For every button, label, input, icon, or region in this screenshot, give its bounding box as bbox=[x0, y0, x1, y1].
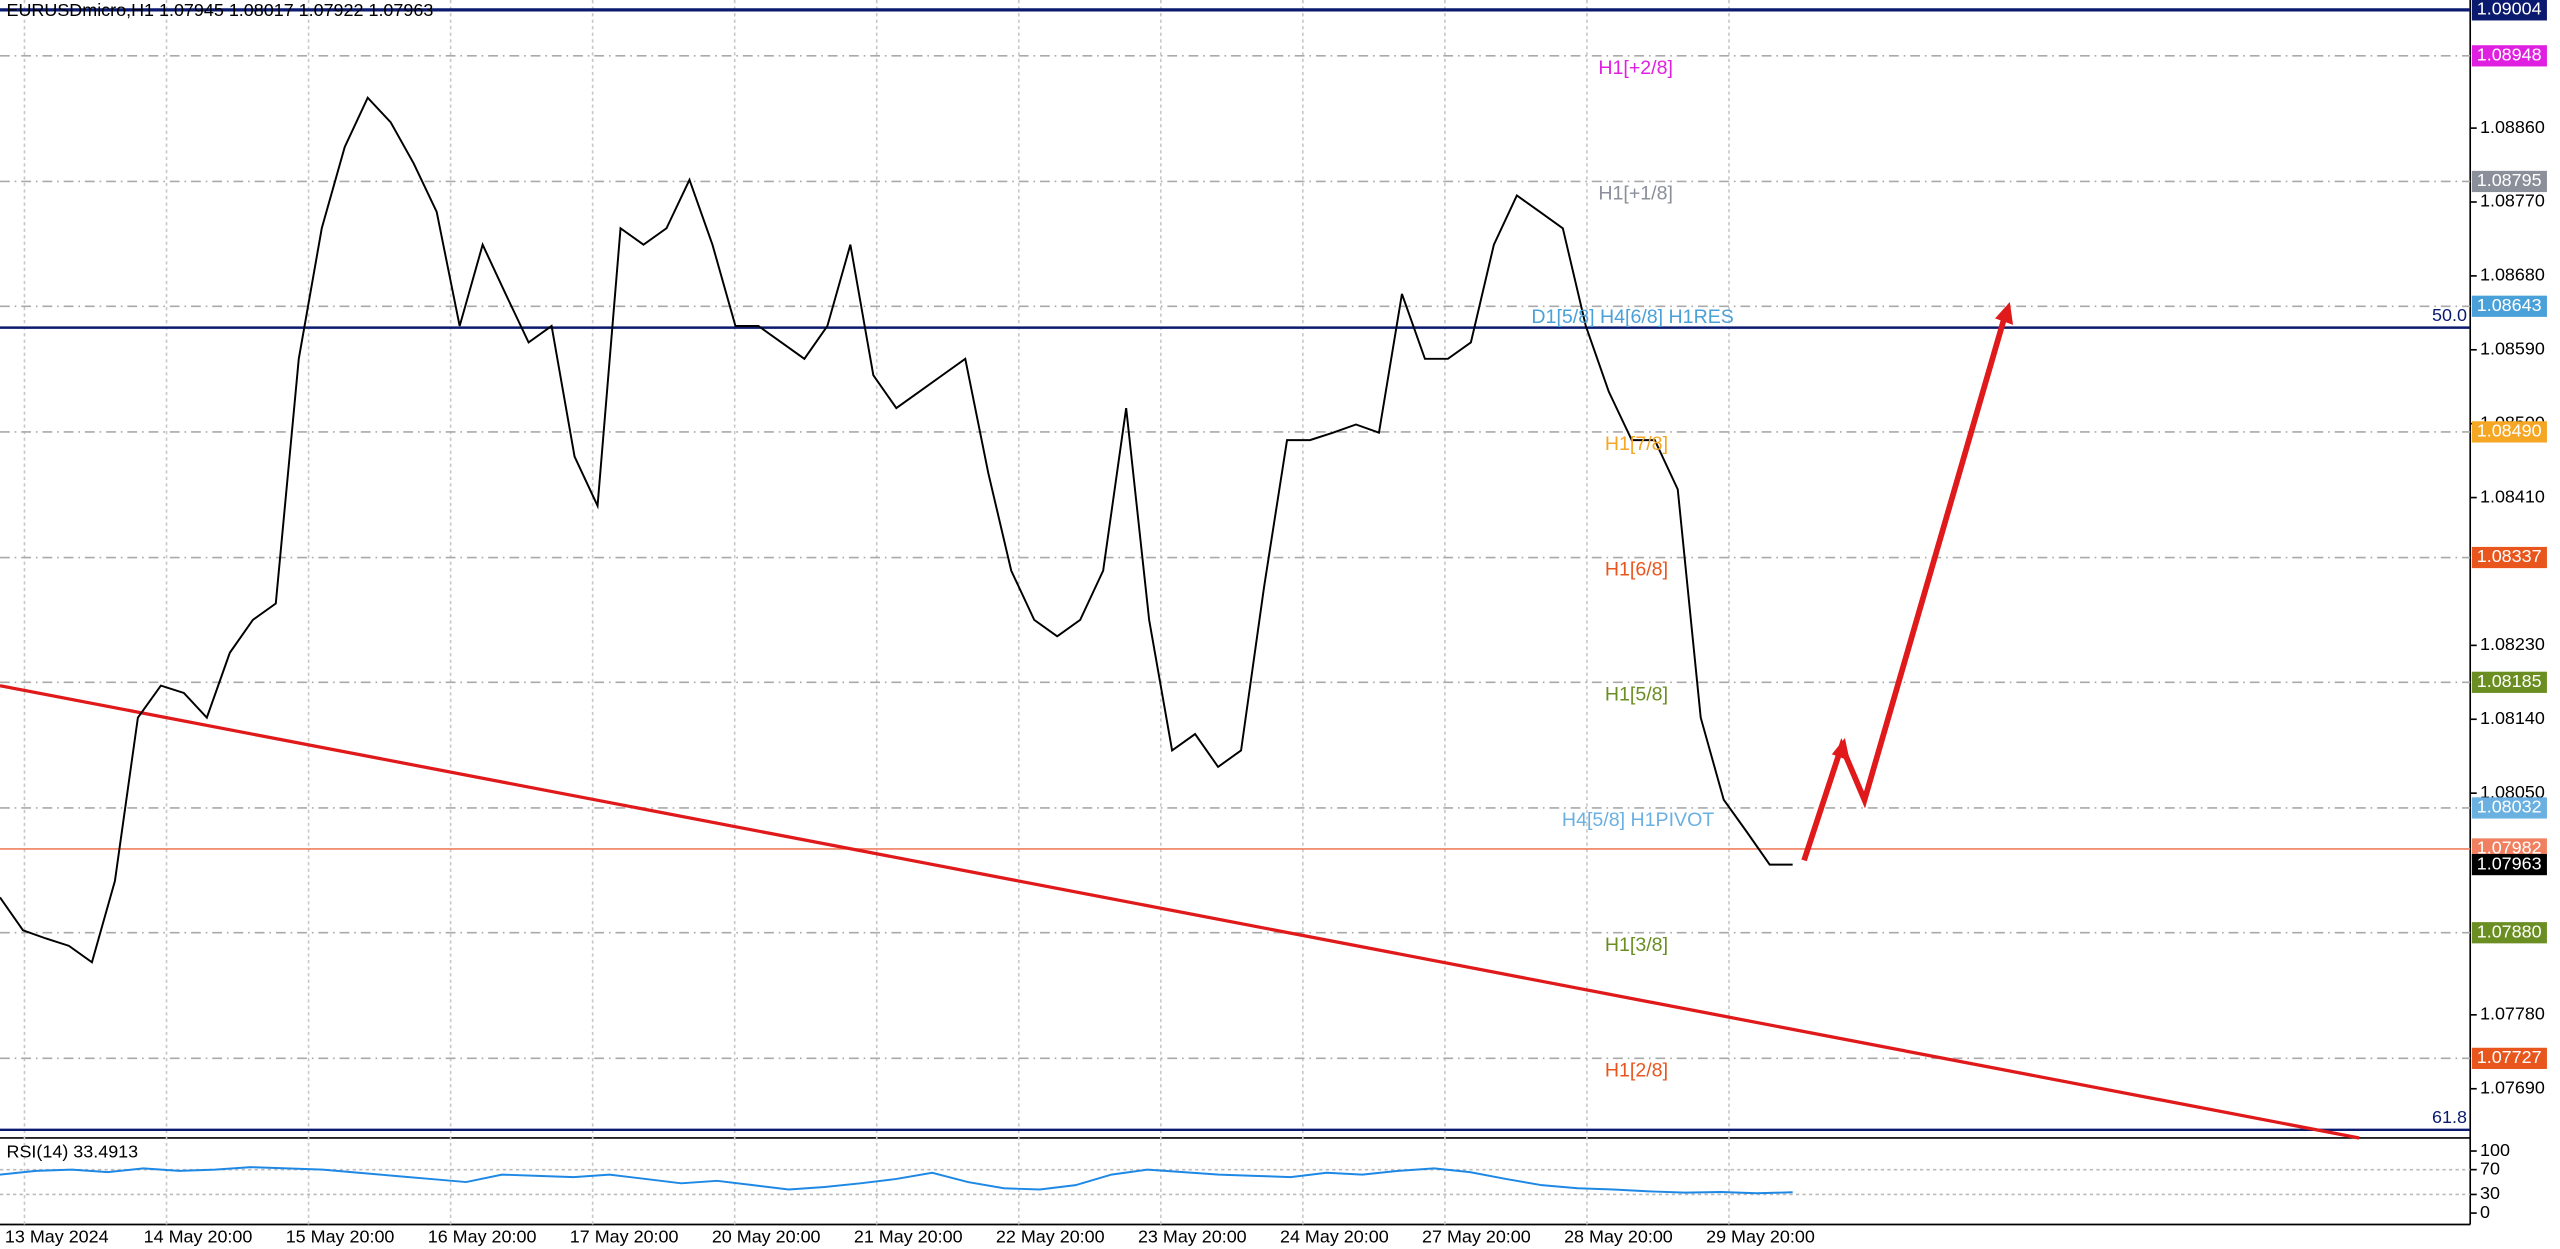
y-tick-label: 30 bbox=[2480, 1183, 2500, 1203]
chart-title: EURUSDmicro,H1 1.07945 1.08017 1.07922 1… bbox=[7, 0, 434, 20]
level-name: H1[+2/8] bbox=[1598, 57, 1673, 79]
y-tick-label: 1.08410 bbox=[2480, 486, 2545, 506]
level-price: 1.08032 bbox=[2477, 797, 2542, 817]
level-name: H1[3/8] bbox=[1605, 934, 1668, 956]
x-tick-label: 23 May 20:00 bbox=[1138, 1226, 1247, 1246]
y-tick-label: 70 bbox=[2480, 1158, 2500, 1178]
x-tick-label: 13 May 2024 bbox=[5, 1226, 109, 1246]
level-price: 1.07880 bbox=[2477, 921, 2542, 941]
forecast-arrow bbox=[1801, 309, 2010, 862]
y-tick-label: 1.08050 bbox=[2480, 782, 2545, 802]
price-line bbox=[0, 95, 1793, 964]
level-price: 1.07963 bbox=[2477, 853, 2542, 873]
x-tick-label: 24 May 20:00 bbox=[1280, 1226, 1389, 1246]
level-name: H1[6/8] bbox=[1605, 559, 1668, 581]
level-price: 1.08337 bbox=[2477, 546, 2542, 566]
x-tick-label: 28 May 20:00 bbox=[1564, 1226, 1673, 1246]
level-name: H1[5/8] bbox=[1605, 684, 1668, 706]
level-name: D1[5/8] H4[6/8] H1RES bbox=[1531, 306, 1733, 328]
level-price: 1.07727 bbox=[2477, 1047, 2542, 1067]
x-tick-label: 14 May 20:00 bbox=[144, 1226, 253, 1246]
x-tick-label: 17 May 20:00 bbox=[570, 1226, 679, 1246]
arrow-head bbox=[1831, 737, 1850, 761]
level-box bbox=[2471, 421, 2547, 443]
y-tick-label: 100 bbox=[2480, 1140, 2510, 1160]
x-tick-label: 21 May 20:00 bbox=[854, 1226, 963, 1246]
level-box bbox=[2471, 546, 2547, 569]
y-tick-label: 1.07780 bbox=[2480, 1004, 2545, 1024]
level-box bbox=[2471, 170, 2547, 193]
x-tick-label: 20 May 20:00 bbox=[712, 1226, 821, 1246]
level-price: 1.08948 bbox=[2477, 45, 2542, 65]
level-name: H1[7/8] bbox=[1605, 433, 1668, 455]
level-box bbox=[2471, 295, 2547, 317]
arrow-head bbox=[1995, 302, 2014, 325]
level-box bbox=[2471, 1047, 2547, 1069]
fib-label: 50.0 bbox=[2432, 305, 2467, 325]
x-tick-label: 27 May 20:00 bbox=[1422, 1226, 1531, 1246]
level-box bbox=[2471, 853, 2547, 876]
x-tick-label: 29 May 20:00 bbox=[1706, 1226, 1815, 1246]
level-price: 1.08643 bbox=[2477, 295, 2542, 315]
x-tick-label: 15 May 20:00 bbox=[286, 1226, 395, 1246]
rsi-title: RSI(14) 33.4913 bbox=[7, 1141, 139, 1161]
fib-label: 61.8 bbox=[2432, 1107, 2467, 1127]
level-box bbox=[2471, 922, 2547, 944]
level-price: 1.07982 bbox=[2477, 838, 2542, 858]
y-tick-label: 1.07690 bbox=[2480, 1077, 2545, 1097]
level-price: 1.08795 bbox=[2477, 170, 2542, 190]
price-line bbox=[0, 1166, 1793, 1195]
x-tick-label: 16 May 20:00 bbox=[428, 1226, 537, 1246]
level-name: H1[+1/8] bbox=[1598, 183, 1673, 205]
level-box bbox=[2471, 671, 2547, 693]
trend-line bbox=[0, 684, 2360, 1140]
x-tick-label: 22 May 20:00 bbox=[996, 1226, 1105, 1246]
level-name: H1[2/8] bbox=[1605, 1060, 1668, 1082]
level-box bbox=[2471, 45, 2547, 67]
y-tick-label: 1.08230 bbox=[2480, 634, 2545, 654]
level-price: 1.09004 bbox=[2477, 0, 2542, 19]
y-tick-label: 1.08140 bbox=[2480, 708, 2545, 728]
level-price: 1.08490 bbox=[2477, 421, 2542, 441]
y-tick-label: 0 bbox=[2480, 1202, 2490, 1222]
level-box bbox=[2471, 0, 2547, 21]
level-price: 1.08185 bbox=[2477, 671, 2542, 691]
y-tick-label: 1.08770 bbox=[2480, 191, 2545, 211]
level-name: H4[5/8] H1PIVOT bbox=[1562, 809, 1714, 831]
y-tick-label: 1.08590 bbox=[2480, 339, 2545, 359]
level-box bbox=[2471, 797, 2547, 819]
y-tick-label: 1.08860 bbox=[2480, 117, 2545, 137]
y-tick-label: 1.08680 bbox=[2480, 265, 2545, 285]
